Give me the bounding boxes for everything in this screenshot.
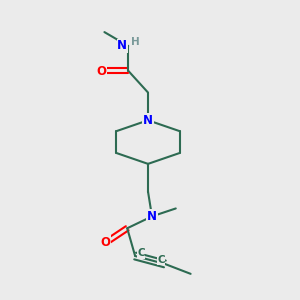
Text: O: O bbox=[100, 236, 110, 249]
Text: H: H bbox=[131, 37, 140, 47]
Text: N: N bbox=[143, 114, 153, 127]
Text: N: N bbox=[117, 40, 127, 52]
Text: O: O bbox=[97, 65, 106, 78]
Text: C: C bbox=[137, 248, 145, 258]
Text: C: C bbox=[157, 255, 165, 265]
Text: N: N bbox=[147, 210, 157, 223]
